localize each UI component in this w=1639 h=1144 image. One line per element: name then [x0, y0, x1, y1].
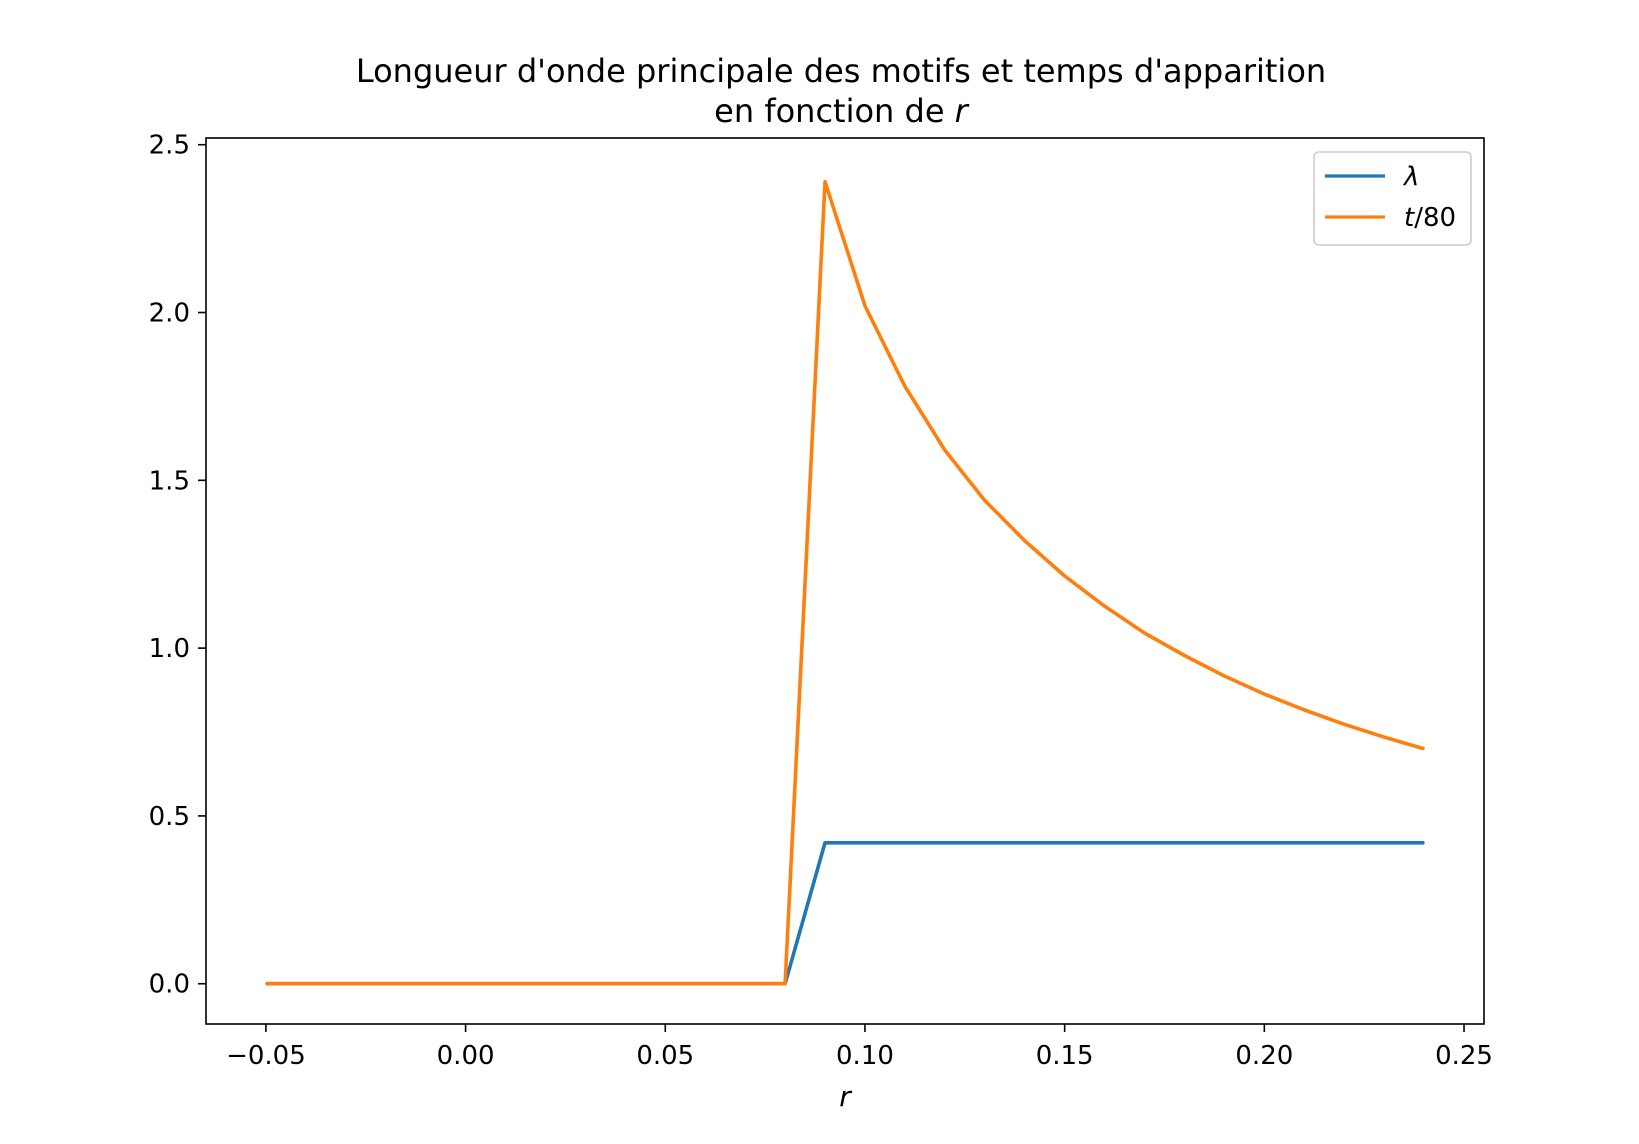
- series-1-point: [784, 982, 786, 985]
- legend-t80-label-italic: t: [1404, 203, 1415, 233]
- series-1-point: [864, 305, 866, 307]
- series-1-point: [584, 982, 587, 985]
- series-1-point: [624, 982, 627, 985]
- y-tick-label: 1.5: [149, 466, 190, 496]
- x-tick-label: −0.05: [226, 1041, 306, 1071]
- series-1-point: [424, 982, 427, 985]
- series-1-point: [544, 982, 547, 985]
- series-1-point: [1063, 575, 1066, 577]
- series-1-point: [1263, 693, 1266, 695]
- series-1-point: [744, 982, 746, 985]
- series-1-point: [904, 385, 906, 388]
- x-tick-label: 0.10: [836, 1041, 894, 1071]
- series-layer: [265, 179, 1425, 986]
- plot-frame: [205, 137, 1485, 1025]
- y-axis: 0.0 0.5 1.0 1.5 2.0 2.5: [149, 131, 206, 1000]
- series-1-point: [1183, 654, 1186, 657]
- series-line-1: [265, 179, 1425, 986]
- series-1-point: [1023, 539, 1026, 542]
- series-1-point: [384, 982, 387, 985]
- series-1-point: [305, 982, 307, 985]
- x-tick-label: 0.25: [1435, 1041, 1493, 1071]
- series-1-point: [1143, 632, 1146, 634]
- chart-title-line2-variable: r: [955, 92, 970, 130]
- series-1-point: [344, 982, 347, 985]
- x-tick-label: 0.20: [1235, 1041, 1293, 1071]
- series-0-point: [824, 841, 826, 844]
- x-axis-label: r: [839, 1080, 852, 1113]
- x-tick-label: 0.05: [636, 1041, 694, 1071]
- series-1-point: [1423, 748, 1425, 750]
- series-1-point: [824, 180, 826, 183]
- series-1-point: [1223, 675, 1226, 677]
- series-1-point: [1383, 736, 1385, 738]
- series-1-point: [464, 982, 467, 985]
- series-0-point: [1423, 841, 1425, 844]
- series-1-point: [1343, 723, 1346, 726]
- chart-title-line1: Longueur d'onde principale des motifs et…: [356, 52, 1326, 90]
- y-tick-label: 2.5: [149, 131, 190, 161]
- series-1-point: [704, 982, 707, 985]
- legend: λ t/80: [1313, 151, 1472, 246]
- y-tick-label: 1.0: [149, 634, 190, 664]
- series-1-point: [944, 449, 946, 451]
- chart-title-line2-prefix: en fonction de: [714, 92, 955, 130]
- series-1-point: [1303, 709, 1306, 711]
- series-1-point: [983, 499, 986, 502]
- plot-area: [205, 137, 1485, 1025]
- y-tick-label: 0.0: [149, 970, 190, 1000]
- legend-lambda-label: λ: [1402, 162, 1419, 192]
- chart-title-line2: en fonction de r: [714, 92, 970, 130]
- series-1-point: [504, 982, 507, 985]
- series-1-point: [1103, 605, 1106, 607]
- legend-t80-label: t/80: [1404, 203, 1456, 233]
- series-1-point: [664, 982, 667, 985]
- y-tick-label: 0.5: [149, 802, 190, 832]
- legend-t80-label-rest: /80: [1414, 203, 1456, 233]
- y-tick-label: 2.0: [149, 299, 190, 329]
- series-1-point: [265, 982, 267, 985]
- x-tick-label: 0.15: [1036, 1041, 1094, 1071]
- x-tick-label: 0.00: [437, 1041, 495, 1071]
- x-axis: −0.05 0.00 0.05 0.10 0.15 0.20 0.25: [226, 1024, 1493, 1071]
